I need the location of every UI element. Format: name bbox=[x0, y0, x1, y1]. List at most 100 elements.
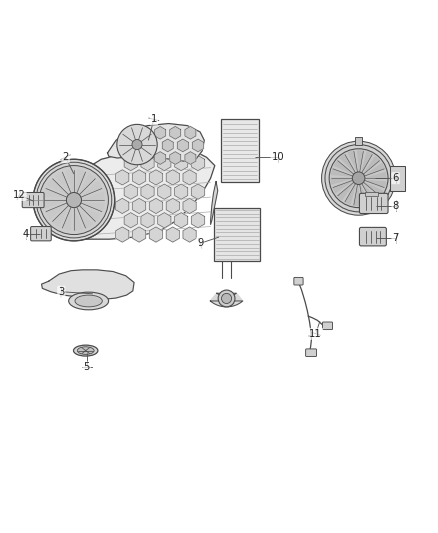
Bar bbox=[355, 137, 362, 144]
Polygon shape bbox=[44, 189, 67, 197]
Polygon shape bbox=[155, 126, 166, 139]
Polygon shape bbox=[166, 198, 179, 214]
Bar bbox=[214, 208, 260, 262]
Circle shape bbox=[33, 159, 115, 241]
Polygon shape bbox=[158, 184, 171, 199]
Circle shape bbox=[67, 192, 81, 208]
FancyBboxPatch shape bbox=[306, 349, 317, 357]
Polygon shape bbox=[116, 227, 129, 242]
Polygon shape bbox=[333, 180, 353, 193]
Polygon shape bbox=[124, 156, 137, 171]
Polygon shape bbox=[183, 227, 196, 242]
Polygon shape bbox=[191, 213, 205, 228]
FancyBboxPatch shape bbox=[360, 193, 388, 214]
Text: 11: 11 bbox=[309, 329, 322, 339]
Text: 12: 12 bbox=[13, 190, 26, 200]
Polygon shape bbox=[185, 152, 196, 164]
Text: 2: 2 bbox=[62, 152, 69, 162]
Polygon shape bbox=[74, 208, 82, 230]
Polygon shape bbox=[170, 152, 181, 164]
Polygon shape bbox=[183, 170, 196, 185]
Text: 5: 5 bbox=[83, 362, 90, 373]
Bar bbox=[365, 192, 378, 196]
Polygon shape bbox=[79, 205, 100, 222]
Polygon shape bbox=[362, 184, 377, 202]
FancyBboxPatch shape bbox=[360, 228, 386, 246]
Polygon shape bbox=[77, 207, 92, 228]
Circle shape bbox=[321, 141, 396, 215]
Polygon shape bbox=[364, 157, 380, 174]
Polygon shape bbox=[340, 155, 356, 173]
Polygon shape bbox=[46, 203, 67, 219]
Circle shape bbox=[329, 149, 388, 208]
Ellipse shape bbox=[77, 347, 94, 354]
Polygon shape bbox=[81, 192, 104, 200]
Polygon shape bbox=[124, 213, 137, 228]
Text: 10: 10 bbox=[272, 152, 284, 162]
Polygon shape bbox=[81, 182, 102, 197]
Polygon shape bbox=[141, 213, 154, 228]
Polygon shape bbox=[177, 139, 188, 152]
Text: 3: 3 bbox=[58, 287, 64, 297]
Text: 9: 9 bbox=[197, 238, 203, 248]
Polygon shape bbox=[66, 170, 74, 192]
Polygon shape bbox=[175, 156, 188, 171]
Polygon shape bbox=[183, 198, 196, 214]
FancyBboxPatch shape bbox=[294, 278, 303, 285]
FancyBboxPatch shape bbox=[322, 322, 332, 329]
Polygon shape bbox=[42, 270, 134, 300]
Polygon shape bbox=[158, 156, 171, 171]
Polygon shape bbox=[365, 173, 386, 178]
Ellipse shape bbox=[75, 295, 102, 307]
Polygon shape bbox=[332, 169, 353, 176]
Polygon shape bbox=[364, 180, 386, 188]
Polygon shape bbox=[48, 179, 69, 195]
Polygon shape bbox=[331, 178, 352, 184]
Polygon shape bbox=[170, 126, 181, 139]
Ellipse shape bbox=[69, 292, 109, 310]
Polygon shape bbox=[360, 184, 369, 205]
Polygon shape bbox=[133, 170, 146, 185]
Polygon shape bbox=[32, 196, 43, 204]
Polygon shape bbox=[56, 172, 71, 193]
FancyBboxPatch shape bbox=[22, 192, 44, 208]
Polygon shape bbox=[211, 182, 218, 224]
Polygon shape bbox=[158, 213, 171, 228]
Polygon shape bbox=[149, 227, 162, 242]
Circle shape bbox=[36, 162, 112, 238]
Polygon shape bbox=[175, 213, 188, 228]
Polygon shape bbox=[149, 170, 162, 185]
Polygon shape bbox=[77, 170, 85, 193]
Polygon shape bbox=[338, 182, 354, 200]
Polygon shape bbox=[124, 184, 137, 199]
Polygon shape bbox=[62, 207, 71, 230]
Polygon shape bbox=[44, 200, 67, 208]
Circle shape bbox=[39, 166, 109, 235]
Polygon shape bbox=[133, 198, 146, 214]
Polygon shape bbox=[166, 170, 179, 185]
Ellipse shape bbox=[74, 345, 98, 356]
Polygon shape bbox=[358, 151, 364, 172]
Text: 7: 7 bbox=[392, 233, 399, 243]
Circle shape bbox=[325, 144, 392, 212]
Bar bbox=[221, 119, 259, 182]
Polygon shape bbox=[175, 184, 188, 199]
Circle shape bbox=[117, 124, 157, 165]
Polygon shape bbox=[79, 174, 95, 195]
Polygon shape bbox=[108, 124, 204, 161]
FancyBboxPatch shape bbox=[31, 227, 51, 241]
Polygon shape bbox=[141, 156, 154, 171]
Polygon shape bbox=[364, 182, 383, 196]
Polygon shape bbox=[354, 184, 360, 206]
Polygon shape bbox=[191, 156, 205, 171]
Circle shape bbox=[218, 290, 235, 307]
Polygon shape bbox=[149, 198, 162, 214]
Polygon shape bbox=[348, 151, 357, 172]
Polygon shape bbox=[53, 205, 69, 227]
Circle shape bbox=[222, 293, 232, 303]
Polygon shape bbox=[34, 149, 215, 239]
Polygon shape bbox=[116, 170, 129, 185]
Polygon shape bbox=[116, 198, 129, 214]
Text: 1: 1 bbox=[151, 115, 157, 124]
Polygon shape bbox=[193, 139, 203, 152]
